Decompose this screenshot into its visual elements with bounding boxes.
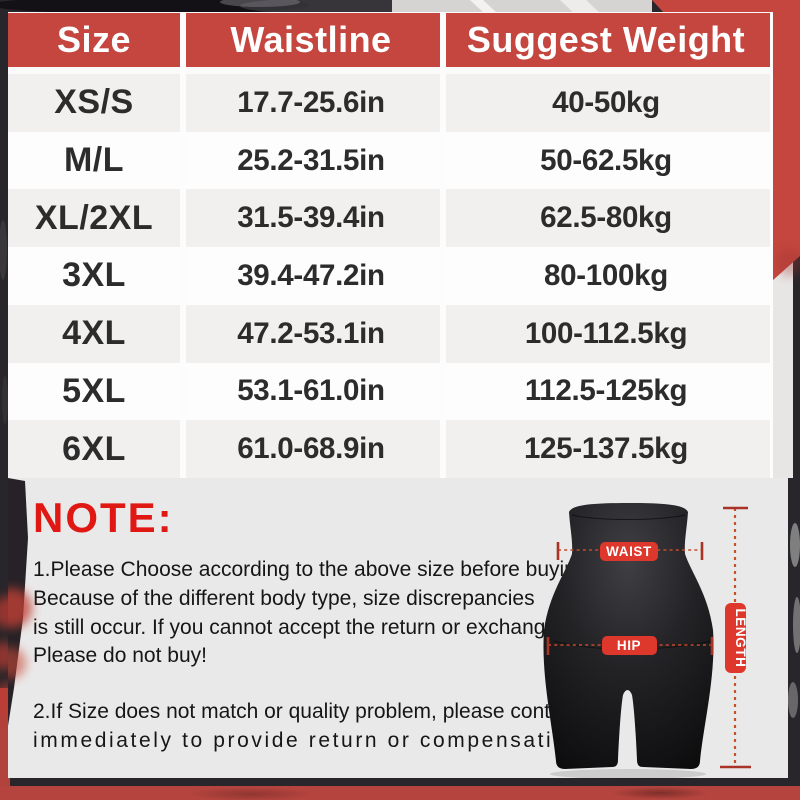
waistline-cell: 53.1-61.0in: [237, 374, 385, 408]
size-cell: 3XL: [62, 256, 126, 295]
weight-cell: 100-112.5kg: [524, 316, 688, 350]
table-row: XS/S 17.7-25.6in 40-50kg: [8, 74, 770, 132]
size-cell: XL/2XL: [34, 198, 154, 237]
waistline-cell: 17.7-25.6in: [237, 85, 385, 119]
waistline-cell: 31.5-39.4in: [237, 201, 385, 235]
size-cell: 4XL: [62, 314, 126, 353]
weight-cell: 112.5-125kg: [524, 374, 688, 408]
length-label-text: LENGTH: [733, 608, 748, 667]
waistline-cell: 61.0-68.9in: [237, 432, 385, 466]
table-right-edge: [770, 12, 773, 478]
hip-label-text: HIP: [617, 638, 641, 653]
note-line: is still occur. If you cannot accept the…: [33, 615, 563, 639]
size-table: Size Waistline Suggest Weight XS/S 17.7-…: [8, 12, 773, 478]
size-cell: 6XL: [62, 429, 126, 468]
table-row: 5XL 53.1-61.0in 112.5-125kg: [8, 362, 770, 421]
note-item-2: 2.If Size does not match or quality prob…: [33, 698, 788, 756]
header-cell-size: Size: [56, 19, 132, 60]
weight-cell: 125-137.5kg: [524, 432, 688, 466]
table-row: XL/2XL 31.5-39.4in 62.5-80kg: [8, 189, 770, 248]
note-item-1: 1.Please Choose according to the above s…: [33, 556, 788, 671]
waistline-cell: 25.2-31.5in: [237, 143, 385, 177]
weight-cell: 50-62.5kg: [540, 143, 672, 177]
note-line: Please do not buy!: [33, 644, 207, 668]
length-label: [725, 603, 746, 673]
table-header: Size Waistline Suggest Weight: [8, 13, 770, 67]
column-separator: [440, 12, 446, 478]
table-row: 3XL 39.4-47.2in 80-100kg: [8, 247, 770, 305]
table-row: 4XL 47.2-53.1in 100-112.5kg: [8, 304, 770, 363]
table-body: XS/S 17.7-25.6in 40-50kg M/L 25.2-31.5in…: [8, 74, 770, 478]
column-separator: [180, 12, 186, 478]
note-line: 1.Please Choose according to the above s…: [33, 558, 594, 581]
weight-cell: 40-50kg: [552, 85, 660, 119]
note-title: NOTE:: [33, 494, 174, 541]
size-cell: XS/S: [54, 83, 134, 122]
weight-cell: 62.5-80kg: [540, 201, 672, 235]
size-cell: 5XL: [62, 371, 126, 410]
garment-diagram: WAIST HIP LENGTH: [543, 503, 751, 779]
note-line: Because of the different body type, size…: [33, 586, 535, 610]
table-row: 6XL 61.0-68.9in 125-137.5kg: [8, 420, 770, 478]
waistline-cell: 39.4-47.2in: [237, 258, 385, 292]
size-cell: M/L: [63, 141, 125, 180]
note-line: 2.If Size does not match or quality prob…: [33, 700, 607, 724]
table-row: M/L 25.2-31.5in 50-62.5kg: [8, 131, 770, 190]
garment-shadow: [550, 769, 706, 779]
waist-label-text: WAIST: [606, 544, 652, 559]
waistband-seam: [571, 514, 686, 520]
waist-label: [600, 542, 658, 561]
header-cell-weight: Suggest Weight: [466, 19, 746, 60]
weight-cell: 80-100kg: [544, 258, 668, 292]
waistline-cell: 47.2-53.1in: [237, 316, 385, 350]
note-line: immediately to provide return or compens…: [33, 728, 591, 752]
header-cell-waistline: Waistline: [230, 19, 392, 60]
hip-label: [602, 636, 657, 655]
bottom-red-bar: [0, 786, 800, 800]
